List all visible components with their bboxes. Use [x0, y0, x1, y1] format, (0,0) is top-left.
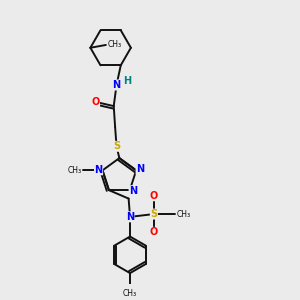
Text: N: N — [136, 164, 144, 174]
Text: N: N — [126, 212, 134, 222]
Text: O: O — [150, 191, 158, 201]
Text: O: O — [91, 97, 100, 107]
Text: S: S — [150, 209, 158, 219]
Text: N: N — [112, 80, 121, 90]
Text: N: N — [129, 186, 137, 196]
Text: N: N — [94, 165, 103, 175]
Text: CH₃: CH₃ — [176, 210, 190, 219]
Text: O: O — [150, 227, 158, 237]
Text: S: S — [113, 141, 120, 151]
Text: H: H — [123, 76, 131, 85]
Text: CH₃: CH₃ — [68, 166, 82, 175]
Text: CH₃: CH₃ — [123, 289, 137, 298]
Text: CH₃: CH₃ — [107, 40, 122, 50]
